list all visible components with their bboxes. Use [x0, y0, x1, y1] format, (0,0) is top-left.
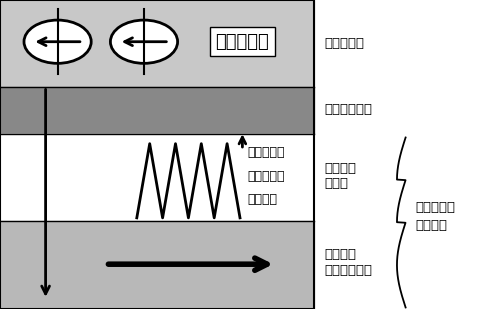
Text: 位が形成: 位が形成	[247, 193, 277, 206]
Text: （銅）: （銅）	[324, 177, 348, 190]
Text: 量子井戸準: 量子井戸準	[247, 170, 285, 183]
Text: 単結晶ナノ: 単結晶ナノ	[415, 201, 455, 214]
Bar	[0, 0, 314, 309]
Text: 強磁性層: 強磁性層	[324, 248, 356, 261]
Circle shape	[24, 20, 91, 63]
Text: 非磁性層: 非磁性層	[324, 162, 356, 175]
Text: 構造電極: 構造電極	[415, 219, 447, 232]
Text: （コバルト）: （コバルト）	[324, 264, 372, 277]
Bar	[0, 221, 314, 309]
Text: スピン偏極: スピン偏極	[247, 146, 285, 159]
Bar	[0, 134, 314, 221]
Bar	[0, 0, 314, 87]
Text: 強磁性電極: 強磁性電極	[324, 37, 364, 50]
Bar	[0, 87, 314, 134]
Circle shape	[110, 20, 178, 63]
Text: トンネル障壁: トンネル障壁	[324, 103, 372, 116]
Text: 電子スピン: 電子スピン	[216, 33, 269, 51]
